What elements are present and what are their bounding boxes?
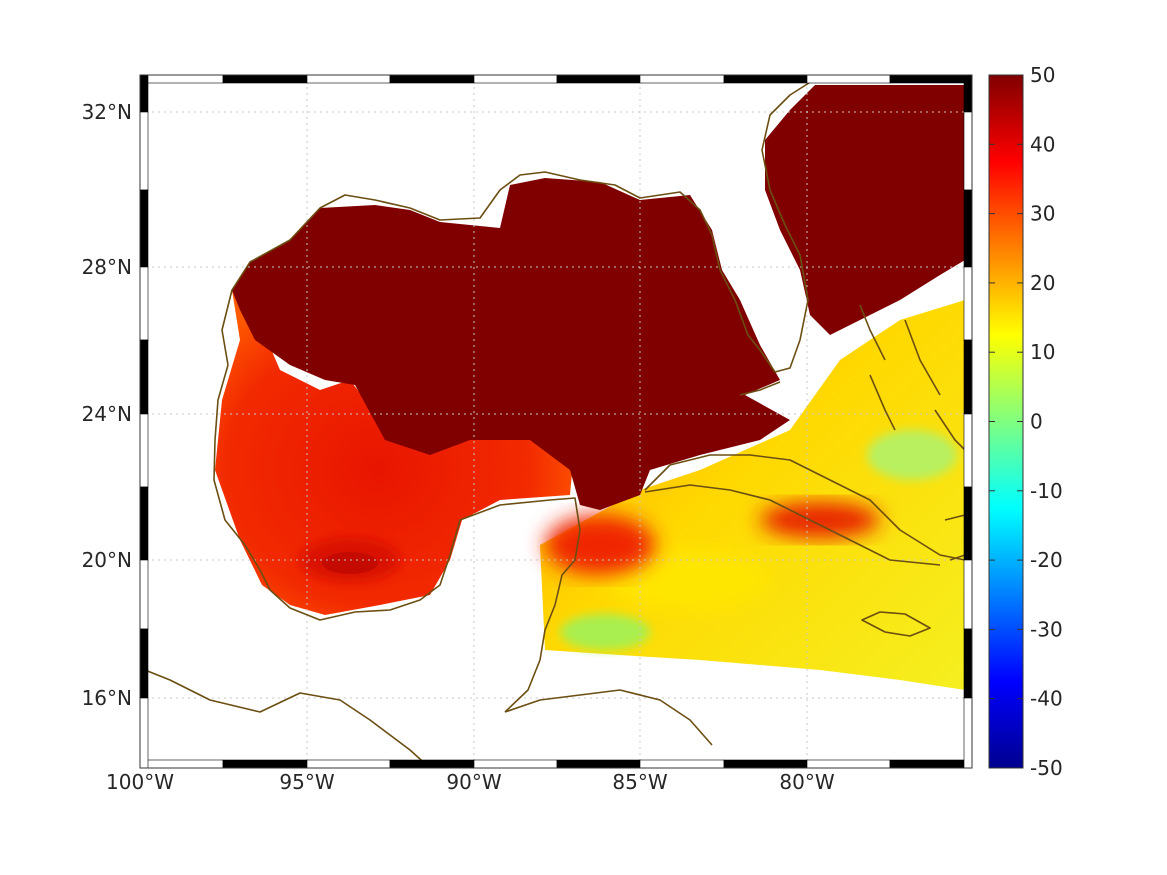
red-band-yucatan xyxy=(545,515,655,575)
frame-segment xyxy=(306,74,391,84)
frame-segment xyxy=(222,74,308,84)
frame-segment xyxy=(723,759,808,769)
latitude-axis: 32°N 28°N 24°N 20°N 16°N xyxy=(82,100,132,710)
lon-tick-label: 80°W xyxy=(779,770,834,794)
frame-segment xyxy=(963,628,973,699)
lat-tick-label: 32°N xyxy=(82,100,132,124)
honduras-coastline xyxy=(504,689,713,746)
lat-tick-label: 16°N xyxy=(82,686,132,710)
colorbar-tick-label: 0 xyxy=(1030,410,1043,434)
frame-segment xyxy=(889,759,973,769)
colorbar: 50 40 30 20 10 0 -10 -20 -30 -40 -50 xyxy=(988,63,1063,780)
longitude-axis: 100°W 95°W 90°W 85°W 80°W xyxy=(106,770,835,794)
lon-tick-label: 100°W xyxy=(106,770,174,794)
frame-segment xyxy=(139,74,149,113)
frame-segment xyxy=(139,759,224,769)
bahamas-coastline xyxy=(859,304,966,451)
frame-segment xyxy=(139,697,149,769)
cuba-coastline xyxy=(644,454,966,566)
lon-tick-label: 95°W xyxy=(279,770,334,794)
west-gulf-field xyxy=(215,290,575,615)
colorbar-tick-label: -30 xyxy=(1030,617,1063,641)
frame-segment xyxy=(963,697,973,769)
frame-segment xyxy=(806,74,891,84)
colorbar-ticks xyxy=(989,74,1023,769)
frame-segment xyxy=(963,339,973,415)
mexico-coastline xyxy=(213,364,581,713)
lat-tick-label: 20°N xyxy=(82,548,132,572)
frame-segment xyxy=(889,74,973,84)
frame-segment xyxy=(139,74,224,84)
frame-segment xyxy=(806,759,891,769)
colorbar-tick-label: 30 xyxy=(1030,202,1055,226)
frame-segment xyxy=(963,413,973,488)
gridlines xyxy=(140,75,972,768)
colorbar-tick-label: 20 xyxy=(1030,271,1055,295)
frame-segment xyxy=(306,759,391,769)
caribbean-low-patch xyxy=(560,614,650,650)
colorbar-tick-label: -20 xyxy=(1030,548,1063,572)
frame-segment xyxy=(963,189,973,268)
frame-segment xyxy=(556,74,641,84)
frame-segment xyxy=(139,111,149,191)
north-gulf-saturated xyxy=(232,178,790,510)
lat-tick-label: 24°N xyxy=(82,402,132,426)
lon-tick-label: 85°W xyxy=(612,770,667,794)
frame-segment xyxy=(639,759,725,769)
red-band-cuba xyxy=(760,502,880,538)
florida-keys xyxy=(739,381,781,396)
frame-segment xyxy=(639,74,725,84)
colorbar-labels: 50 40 30 20 10 0 -10 -20 -30 -40 -50 xyxy=(1030,63,1063,780)
colorbar-tick-label: -50 xyxy=(1030,756,1063,780)
colorbar-tick-label: 50 xyxy=(1030,63,1055,87)
frame-segment xyxy=(556,759,641,769)
frame-segment xyxy=(139,486,149,561)
frame-segment xyxy=(389,759,475,769)
yellow-band-1 xyxy=(610,550,770,610)
frame-segment xyxy=(139,189,149,268)
colorbar-tick-label: -40 xyxy=(1030,687,1063,711)
jamaica-coastline xyxy=(861,611,931,637)
atlantic-saturated xyxy=(765,85,965,335)
frame-segment xyxy=(139,413,149,488)
frame-outline xyxy=(139,74,973,769)
central-america-coastline xyxy=(139,667,431,769)
map-frame xyxy=(139,74,973,769)
frame-segment xyxy=(139,339,149,415)
frame-segment xyxy=(963,74,973,113)
frame-segment xyxy=(963,111,973,191)
hispaniola-coastline xyxy=(944,514,966,561)
frame-segment xyxy=(963,559,973,630)
colorbar-tick-label: 40 xyxy=(1030,132,1055,156)
frame-segment xyxy=(473,759,558,769)
lon-tick-label: 90°W xyxy=(446,770,501,794)
frame-segment xyxy=(389,74,475,84)
frame-segment xyxy=(139,266,149,341)
frame-segment xyxy=(723,74,808,84)
frame-segment xyxy=(139,628,149,699)
colorbar-tick-label: -10 xyxy=(1030,479,1063,503)
colorbar-tick-label: 10 xyxy=(1030,340,1055,364)
us-gulf-coastline xyxy=(221,75,821,373)
frame-segment xyxy=(963,266,973,341)
bahamas-low-patch xyxy=(867,430,957,480)
frame-segment xyxy=(963,486,973,561)
lat-tick-label: 28°N xyxy=(82,255,132,279)
frame-segment xyxy=(222,759,308,769)
frame-segment xyxy=(139,559,149,630)
coastlines xyxy=(139,75,966,769)
frame-segment xyxy=(473,74,558,84)
